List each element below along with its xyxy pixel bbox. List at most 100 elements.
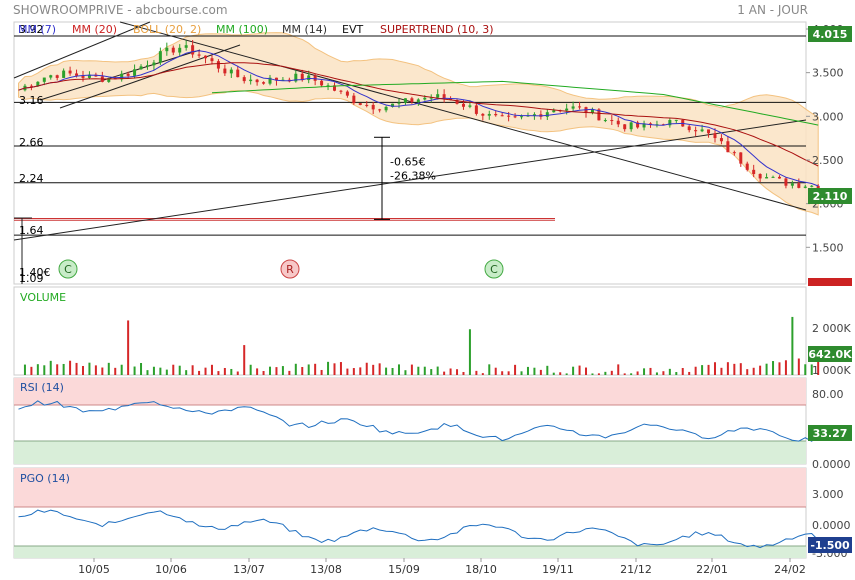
volume-bar (533, 367, 536, 375)
bollinger-band (18, 32, 819, 216)
volume-bar (281, 366, 284, 375)
volume-bar (772, 361, 775, 375)
candle (552, 108, 556, 113)
volume-bar (127, 320, 130, 375)
candle (365, 101, 369, 108)
volume-bar (359, 367, 362, 375)
volume-bar (191, 365, 194, 375)
ma20-line (18, 62, 819, 167)
level-label: 1.40€ (19, 266, 51, 279)
candle (481, 113, 485, 121)
candle (636, 120, 640, 129)
top-badge: 4.015 (808, 26, 852, 42)
volume-bar (623, 373, 626, 375)
volume-bar (475, 370, 478, 375)
volume-bar (152, 366, 155, 375)
candle (442, 89, 446, 103)
volume-bar (713, 362, 716, 375)
volume-bar (352, 368, 355, 375)
volume-bar (694, 366, 697, 375)
volume-bar (397, 364, 400, 375)
volume-bar (681, 368, 684, 375)
volume-bar (36, 364, 39, 375)
candlesticks (23, 40, 820, 195)
rsi-panel: RSI (14) 80.00 0.0000 33.27 (13, 377, 852, 471)
volume-bar (778, 362, 781, 375)
candle (429, 94, 433, 103)
volume-bar (339, 362, 342, 375)
volume-bar (314, 363, 317, 375)
candle (745, 161, 749, 172)
x-tick-label: 10/05 (78, 563, 110, 576)
candle (339, 89, 343, 95)
volume-bar (301, 366, 304, 375)
volume-bar (462, 371, 465, 375)
volume-bar (739, 363, 742, 375)
price-tick: 1.500 (812, 241, 844, 254)
x-axis: 10/05 10/06 13/07 13/08 15/09 18/10 19/11 21/12… (78, 558, 806, 576)
price-tick: 3.500 (812, 67, 844, 80)
candle (687, 124, 691, 133)
legend-item: MM (7) (18, 23, 56, 36)
rsi-overbought-zone (14, 378, 806, 405)
volume-bar (75, 362, 78, 375)
legend-item: MM (100) (216, 23, 268, 36)
volume-bar (759, 365, 762, 375)
x-tick-label: 18/10 (465, 563, 497, 576)
candle (474, 103, 478, 116)
volume-bar (178, 365, 181, 375)
volume-bar (526, 366, 529, 375)
candle (158, 47, 162, 65)
volume-bar (365, 362, 368, 375)
candle (668, 117, 672, 128)
candle (242, 75, 246, 84)
chart-title: SHOWROOMPRIVE - abcbourse.com (13, 3, 228, 17)
volume-bar (784, 360, 787, 375)
volume-bar (501, 371, 504, 375)
volume-bar (765, 363, 768, 375)
candle (49, 74, 53, 80)
annotation-pct: -26.38% (390, 169, 436, 182)
volume-bar (94, 365, 97, 375)
trend-lines (13, 21, 807, 284)
volume-bar (391, 368, 394, 375)
trend-line (59, 44, 241, 109)
candle (590, 107, 594, 115)
volume-bar (256, 368, 259, 375)
level-label: 2.66 (19, 136, 44, 149)
volume-bar (817, 359, 820, 375)
volume-bar (578, 365, 581, 375)
trend-line (39, 49, 201, 101)
volume-bar (133, 366, 136, 375)
rsi-badge-text: 33.27 (813, 427, 848, 440)
volume-bar (546, 365, 549, 375)
volume-bar (436, 366, 439, 375)
candle (165, 42, 169, 56)
x-tick-label: 10/06 (155, 563, 187, 576)
legend-item: BOLL (20, 2) (133, 23, 201, 36)
candle (487, 110, 491, 120)
volume-bar (617, 364, 620, 375)
candle (307, 70, 311, 84)
candle (229, 67, 233, 78)
candle (204, 55, 208, 64)
volume-bar (514, 364, 517, 375)
volume-bar (610, 370, 613, 375)
candle (455, 98, 459, 105)
signal-marker: C (58, 259, 78, 279)
candle (578, 101, 582, 110)
candle (777, 175, 781, 179)
candle (81, 70, 85, 82)
volume-bar (88, 362, 91, 375)
candle (797, 178, 801, 189)
volume-bar (307, 364, 310, 375)
volume-bar (449, 368, 452, 375)
trend-line (13, 119, 807, 241)
volume-bar (378, 363, 381, 375)
candle (397, 98, 401, 109)
candle (494, 110, 498, 117)
level-label: 3.16 (19, 94, 44, 107)
candle (603, 118, 607, 123)
volume-bar (688, 371, 691, 375)
